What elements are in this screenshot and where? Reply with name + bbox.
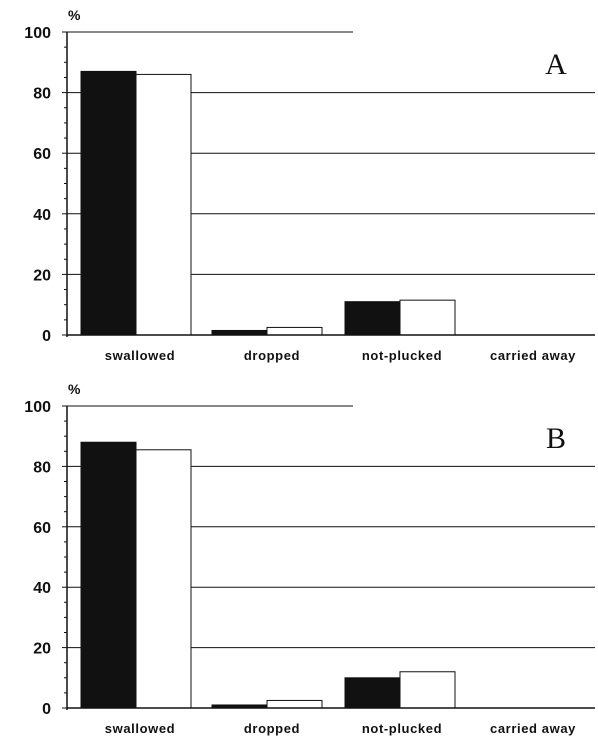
panel-letter: A xyxy=(545,48,567,81)
y-tick-label: 20 xyxy=(33,641,51,658)
category-label: swallowed xyxy=(105,721,175,736)
bar-not-plucked-series-2 xyxy=(399,671,456,709)
y-tick-label: 40 xyxy=(33,207,51,224)
bar-swallowed-series-2 xyxy=(135,73,192,336)
bar-not-plucked-series-2 xyxy=(399,299,456,336)
y-tick-label: 100 xyxy=(24,399,51,416)
y-tick-label: 80 xyxy=(33,86,51,103)
bar-swallowed-series-1 xyxy=(80,70,137,336)
bar-swallowed-series-1 xyxy=(80,441,137,709)
category-label: dropped xyxy=(244,721,300,736)
bar-not-plucked-series-1 xyxy=(344,677,401,709)
category-label: swallowed xyxy=(105,348,175,363)
category-label: not-plucked xyxy=(362,348,442,363)
category-label: not-plucked xyxy=(362,721,442,736)
y-tick-label: 0 xyxy=(42,701,51,718)
category-label: carried away xyxy=(490,721,576,736)
y-tick-label: 60 xyxy=(33,146,51,163)
bar-swallowed-series-2 xyxy=(135,449,192,709)
y-tick-label: 20 xyxy=(33,267,51,284)
y-unit-label: % xyxy=(68,381,81,397)
y-tick-label: 60 xyxy=(33,520,51,537)
panel-letter: B xyxy=(546,422,566,455)
y-tick-label: 100 xyxy=(24,25,51,42)
category-label: carried away xyxy=(490,348,576,363)
y-unit-label: % xyxy=(68,7,81,23)
bar-dropped-series-2 xyxy=(266,326,323,336)
y-tick-label: 40 xyxy=(33,580,51,597)
bar-not-plucked-series-1 xyxy=(344,301,401,336)
bar-dropped-series-2 xyxy=(266,699,323,709)
category-label: dropped xyxy=(244,348,300,363)
y-tick-label: 0 xyxy=(42,328,51,345)
y-tick-label: 80 xyxy=(33,459,51,476)
